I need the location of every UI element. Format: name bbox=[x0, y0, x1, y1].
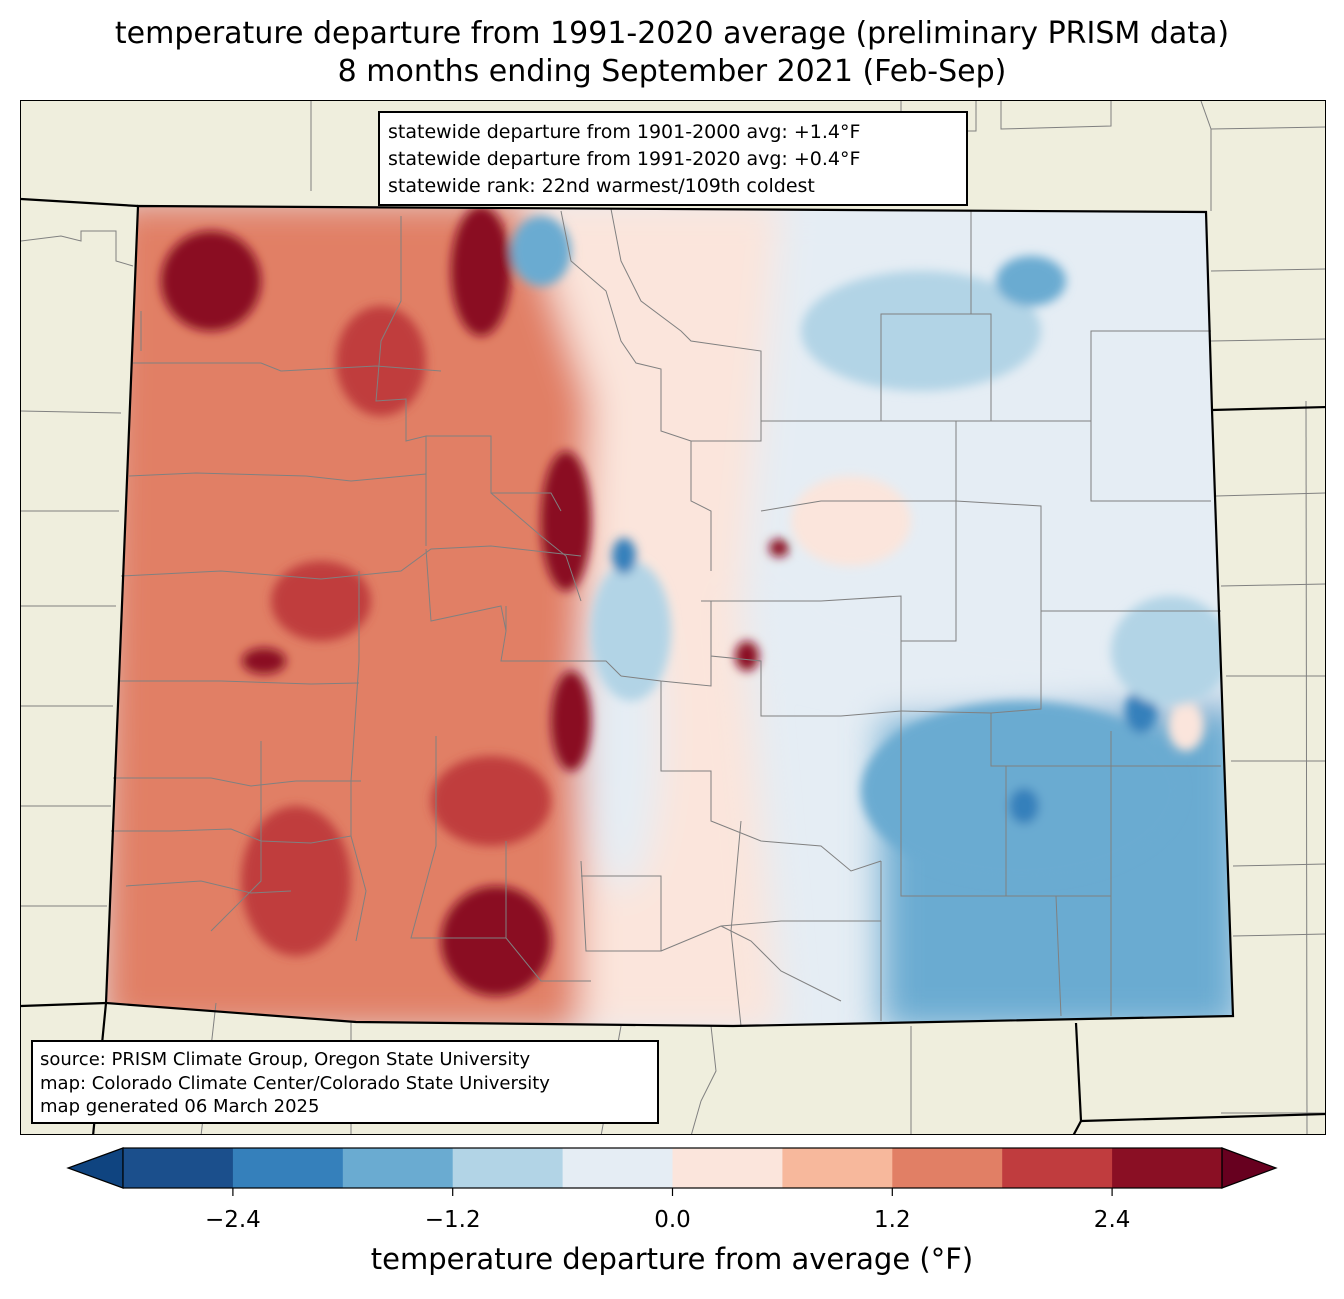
blob-cool bbox=[1111, 596, 1231, 706]
county-borders bbox=[21, 101, 1325, 1134]
colorbar-segment bbox=[782, 1148, 893, 1188]
colorbar-segment bbox=[1002, 1148, 1113, 1188]
statewide-stats-box: statewide departure from 1901-2000 avg: … bbox=[378, 111, 968, 206]
map-credit-line: map: Colorado Climate Center/Colorado St… bbox=[40, 1072, 550, 1094]
nebraska-kansas-border bbox=[1211, 405, 1325, 412]
blob-warm bbox=[431, 756, 551, 846]
blob-warm bbox=[241, 806, 351, 956]
blob-hot bbox=[242, 648, 286, 674]
colorbar-extend-low bbox=[66, 1147, 124, 1189]
stat-departure-1901-2000: statewide departure from 1901-2000 avg: … bbox=[388, 121, 861, 143]
wyoming-utah-border bbox=[21, 197, 139, 208]
blob-cool bbox=[801, 271, 1041, 391]
blob-hot bbox=[441, 886, 551, 996]
blob-hot bbox=[451, 206, 511, 336]
blob-hot bbox=[541, 451, 591, 591]
map-title-line-2: 8 months ending September 2021 (Feb-Sep) bbox=[337, 54, 1007, 89]
colorbar-segment bbox=[342, 1148, 454, 1188]
colorbar-tick-label: 0.0 bbox=[654, 1207, 691, 1233]
blob-neutral bbox=[1168, 701, 1204, 751]
stat-departure-1991-2020: statewide departure from 1991-2020 avg: … bbox=[388, 148, 861, 170]
blob-hot bbox=[735, 641, 759, 671]
blob-cold bbox=[1009, 788, 1039, 824]
colorbar-segment bbox=[452, 1148, 564, 1188]
map-panel bbox=[20, 100, 1326, 1135]
colorbar-tick-label: −1.2 bbox=[424, 1207, 481, 1233]
colorbar-ticks bbox=[232, 1188, 1113, 1196]
colorbar-segment bbox=[232, 1148, 344, 1188]
blob-warm bbox=[271, 561, 371, 641]
colorbar-tick-label: −2.4 bbox=[204, 1207, 261, 1233]
blob-cool bbox=[511, 216, 571, 286]
colorbar-segment bbox=[672, 1148, 783, 1188]
source-line: source: PRISM Climate Group, Oregon Stat… bbox=[40, 1049, 531, 1070]
colorbar-tick-label: 2.4 bbox=[1093, 1207, 1131, 1233]
colorbar-segment bbox=[562, 1148, 673, 1188]
colorbar-tick-label: 1.2 bbox=[874, 1207, 911, 1233]
oklahoma-texas-border bbox=[1080, 1112, 1325, 1123]
map-canvas bbox=[21, 101, 1325, 1134]
blob-neutral bbox=[791, 476, 911, 566]
blob-hot bbox=[161, 231, 261, 331]
map-title-line-1: temperature departure from 1991-2020 ave… bbox=[114, 16, 1230, 51]
colorbar-segment bbox=[892, 1148, 1003, 1188]
source-box: source: PRISM Climate Group, Oregon Stat… bbox=[31, 1040, 659, 1124]
colorbar-segment bbox=[1112, 1148, 1223, 1188]
blob-hot bbox=[551, 671, 591, 771]
generated-date-line: map generated 06 March 2025 bbox=[40, 1096, 320, 1117]
temperature-field bbox=[106, 206, 1233, 1026]
arizona-newmexico-border bbox=[21, 1001, 107, 1008]
blob-hot bbox=[769, 539, 789, 557]
colorado-state-border bbox=[104, 204, 1235, 1028]
stat-rank: statewide rank: 22nd warmest/109th colde… bbox=[388, 175, 815, 197]
newmexico-texas-border bbox=[1072, 1022, 1083, 1134]
colorbar-extend-high bbox=[1221, 1147, 1278, 1189]
blob-cool bbox=[591, 561, 671, 701]
colorbar-title: temperature departure from average (°F) bbox=[370, 1242, 974, 1276]
blob-cold bbox=[612, 538, 636, 574]
blob-cool bbox=[996, 256, 1066, 306]
colorbar-segment bbox=[123, 1148, 234, 1188]
blob-warm bbox=[336, 306, 426, 416]
colorbar bbox=[66, 1147, 1278, 1196]
colorbar-segments bbox=[66, 1147, 1278, 1189]
